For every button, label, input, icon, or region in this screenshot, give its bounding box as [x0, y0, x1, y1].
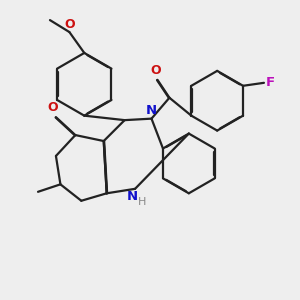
Text: F: F	[266, 76, 274, 89]
Text: O: O	[64, 18, 75, 31]
Text: H: H	[138, 197, 147, 207]
Text: O: O	[48, 101, 58, 114]
Text: N: N	[146, 104, 157, 117]
Text: O: O	[151, 64, 161, 77]
Text: N: N	[127, 190, 138, 203]
